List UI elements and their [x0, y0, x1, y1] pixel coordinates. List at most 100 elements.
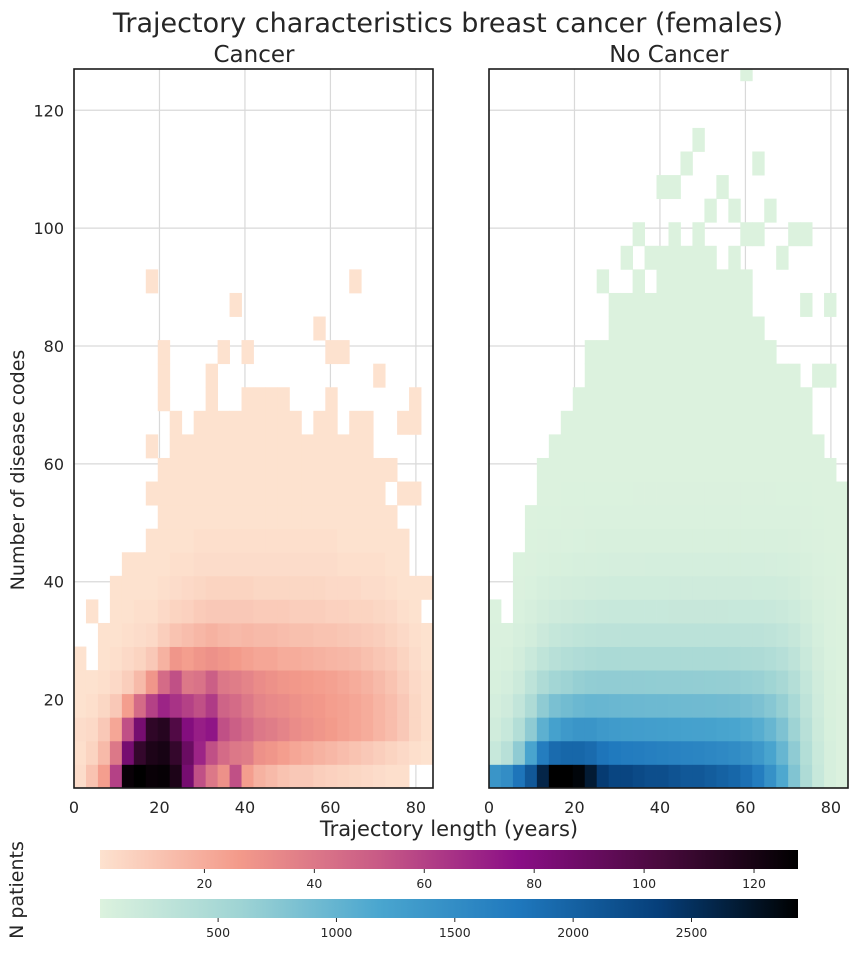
heatmap-cell — [229, 717, 242, 742]
heatmap-cell — [680, 151, 693, 176]
heatmap-cell — [764, 387, 777, 412]
heatmap-cell — [800, 434, 813, 459]
heatmap-cell — [644, 481, 657, 506]
heatmap-cell — [157, 552, 171, 577]
heatmap-cell — [656, 410, 669, 435]
heatmap-cell — [704, 316, 717, 341]
heatmap-cell — [656, 340, 669, 365]
heatmap-cell — [740, 552, 753, 577]
heatmap-cell — [824, 764, 837, 788]
heatmap-cell — [169, 528, 183, 553]
colorbar-cancer-ticks: 20 40 60 80 100 120 — [196, 869, 766, 891]
heatmap-cell — [349, 434, 362, 459]
heatmap-cell — [313, 646, 326, 671]
heatmap-cell — [668, 175, 681, 200]
heatmap-cell — [668, 505, 681, 530]
heatmap-cell — [373, 622, 386, 647]
heatmap-cell — [241, 599, 254, 624]
heatmap-cell — [325, 599, 338, 624]
heatmap-cell — [632, 764, 645, 788]
heatmap-cell — [169, 717, 183, 742]
heatmap-cell — [325, 575, 338, 600]
x-tick-label: 80 — [821, 798, 841, 817]
heatmap-cell — [217, 599, 230, 624]
heatmap-cell — [764, 599, 777, 624]
heatmap-cell — [337, 693, 350, 718]
heatmap-cell — [704, 528, 717, 553]
heatmap-cell — [728, 646, 741, 671]
heatmap-cell — [668, 481, 681, 506]
heatmap-cell — [728, 387, 741, 412]
colorbar-label: N patients — [6, 841, 28, 939]
heatmap-cell — [764, 340, 777, 365]
heatmap-cell — [349, 481, 362, 506]
heatmap-cell — [764, 457, 777, 482]
heatmap-cell — [337, 481, 350, 506]
heatmap-cell — [788, 646, 801, 671]
heatmap-cell — [800, 646, 813, 671]
heatmap-cell — [325, 457, 338, 482]
heatmap-cell — [788, 740, 801, 765]
heatmap-cell — [397, 575, 410, 600]
heatmap-cell — [145, 481, 159, 506]
heatmap-cell — [536, 693, 550, 718]
heatmap-cell — [800, 481, 813, 506]
heatmap-cell — [788, 528, 801, 553]
heatmap-cell — [656, 646, 669, 671]
heatmap-cell — [644, 340, 657, 365]
heatmap-cell — [584, 693, 598, 718]
heatmap-cell — [325, 481, 338, 506]
heatmap-cell — [752, 222, 765, 247]
heatmap-cell — [229, 693, 242, 718]
heatmap-cell — [181, 575, 195, 600]
heatmap-cell — [97, 670, 111, 695]
heatmap-cell — [349, 764, 362, 788]
heatmap-cell — [728, 575, 741, 600]
heatmap-cell — [572, 528, 586, 553]
heatmap-cell — [397, 410, 410, 435]
heatmap-cell — [728, 693, 741, 718]
heatmap-cell — [800, 505, 813, 530]
heatmap-cell — [217, 764, 230, 788]
heatmap-cell — [157, 457, 171, 482]
heatmap-cell — [536, 670, 550, 695]
heatmap-cell — [301, 764, 314, 788]
heatmap-cell — [385, 670, 398, 695]
heatmap-cell — [776, 622, 789, 647]
heatmap-cell — [776, 599, 789, 624]
heatmap-cell — [584, 528, 598, 553]
heatmap-cell — [289, 575, 302, 600]
heatmap-cell — [644, 292, 657, 317]
heatmap-cell — [728, 717, 741, 742]
heatmap-cell — [728, 552, 741, 577]
heatmap-cell — [524, 693, 538, 718]
heatmap-cell — [121, 717, 135, 742]
heatmap-cell — [704, 434, 717, 459]
heatmap-cell — [313, 740, 326, 765]
heatmap-cell — [776, 528, 789, 553]
heatmap-cell — [109, 693, 123, 718]
heatmap-cell — [133, 717, 147, 742]
heatmap-cell — [680, 717, 693, 742]
heatmap-cell — [205, 505, 218, 530]
heatmap-cell — [800, 387, 813, 412]
heatmap-cell — [536, 599, 550, 624]
heatmap-cell — [656, 245, 669, 270]
heatmap-cell — [776, 693, 789, 718]
heatmap-cell — [584, 599, 598, 624]
heatmap-cell — [776, 505, 789, 530]
colorbar-tick-label: 60 — [416, 876, 432, 891]
heatmap-cell — [800, 575, 813, 600]
heatmap-cell — [764, 198, 777, 223]
heatmap-cell — [145, 646, 159, 671]
heatmap-cell — [253, 764, 266, 788]
heatmap-cell — [584, 622, 598, 647]
heatmap-cell — [752, 316, 765, 341]
heatmap-cell — [373, 764, 386, 788]
heatmap-cell — [572, 410, 586, 435]
heatmap-cell — [524, 717, 538, 742]
heatmap-cell — [301, 528, 314, 553]
heatmap-cell — [229, 646, 242, 671]
heatmap-cell — [716, 434, 729, 459]
heatmap-cell — [620, 670, 633, 695]
